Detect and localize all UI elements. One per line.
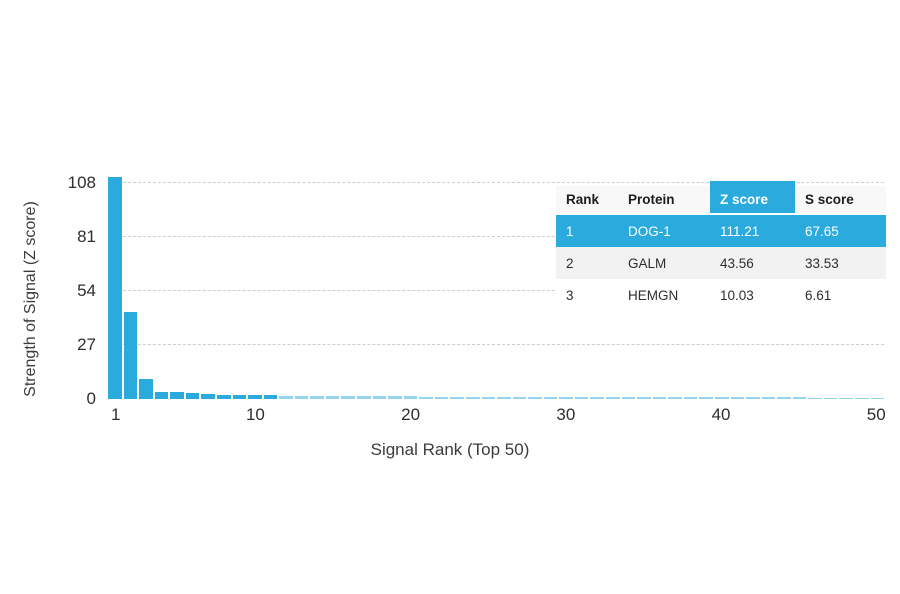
bar-rank-23	[450, 396, 464, 399]
bar-rank-12	[279, 395, 293, 399]
bar-rank-33	[606, 397, 620, 399]
x-tick-label: 40	[711, 405, 731, 424]
zscore-cell: 43.56	[710, 247, 795, 279]
rank-cell: 1	[556, 214, 618, 247]
bar-rank-46	[808, 397, 822, 399]
bar-rank-42	[746, 397, 760, 399]
bar-rank-41	[730, 397, 745, 399]
zscore-cell: 10.03	[710, 279, 795, 311]
bar-rank-44	[777, 397, 791, 399]
rank-cell: 3	[556, 279, 618, 311]
table-header-row: Rank Protein Z score S score	[556, 181, 886, 215]
bar-rank-7	[201, 394, 215, 399]
rank-cell: 2	[556, 247, 618, 279]
bar-rank-27	[512, 397, 527, 399]
bar-rank-6	[185, 392, 200, 399]
x-axis-ticks: 1 10 20 30 40 50	[108, 404, 886, 426]
bar-rank-19	[388, 396, 402, 399]
sscore-cell: 67.65	[795, 214, 886, 247]
bar-rank-37	[668, 397, 682, 399]
bar-rank-34	[621, 397, 636, 399]
x-tick-label: 10	[245, 405, 265, 424]
bar-rank-8	[216, 394, 231, 399]
bar-rank-40	[714, 397, 729, 399]
y-tick-label: 108	[67, 173, 96, 192]
protein-cell: HEMGN	[618, 279, 710, 311]
chart-plot-area	[108, 170, 885, 399]
x-axis-title: Signal Rank (Top 50)	[370, 440, 530, 459]
y-tick-label: 81	[77, 227, 96, 246]
bar-rank-49	[855, 397, 869, 399]
bar-rank-25	[481, 396, 496, 399]
bar-rank-2	[123, 311, 138, 399]
x-tick-label: 30	[556, 405, 576, 424]
table-row-3: 3 HEMGN 10.03 6.61	[556, 279, 886, 311]
x-tick-label: 1	[111, 405, 121, 424]
y-tick-label: 0	[86, 389, 96, 408]
col-header-protein: Protein	[618, 186, 710, 215]
bar-rank-11	[263, 395, 278, 399]
bar-rank-5	[170, 392, 184, 399]
col-header-zscore: Z score	[710, 181, 795, 215]
zscore-cell: 111.21	[710, 214, 795, 247]
bar-rank-21	[419, 396, 433, 399]
bar-rank-14	[310, 395, 324, 399]
bar-rank-4	[154, 391, 169, 399]
bar-rank-15	[325, 396, 340, 399]
x-tick-label: 20	[401, 405, 421, 424]
gridline-27	[108, 344, 884, 345]
y-axis-title: Strength of Signal (Z score)	[22, 201, 39, 397]
gridline-108	[108, 182, 884, 183]
bar-rank-50	[870, 397, 885, 399]
col-header-sscore: S score	[795, 186, 886, 215]
col-header-rank: Rank	[556, 186, 618, 215]
bar-rank-16	[341, 396, 355, 399]
table-row-1: 1 DOG-1 111.21 67.65	[556, 214, 886, 247]
bar-rank-17	[357, 396, 371, 399]
x-tick-label: 50	[866, 405, 886, 424]
bar-rank-1	[108, 176, 122, 399]
bar-rank-35	[637, 397, 651, 399]
protein-cell: GALM	[618, 247, 710, 279]
bar-rank-45	[792, 397, 807, 399]
gridline-54	[108, 290, 884, 291]
bar-rank-24	[465, 396, 480, 399]
bar-rank-30	[559, 397, 573, 399]
sscore-cell: 33.53	[795, 247, 886, 279]
bar-rank-28	[528, 397, 542, 399]
bar-rank-22	[434, 396, 449, 399]
bar-rank-3	[139, 378, 153, 399]
bar-rank-10	[248, 395, 262, 399]
sscore-cell: 6.61	[795, 279, 886, 311]
table-row-2: 2 GALM 43.56 33.53	[556, 247, 886, 279]
bar-rank-26	[497, 396, 511, 399]
bar-rank-38	[683, 397, 698, 399]
protein-cell: DOG-1	[618, 214, 710, 247]
bar-rank-32	[590, 397, 604, 399]
results-table: Rank Protein Z score S score 1 DOG-1 111.2…	[556, 181, 886, 311]
bar-rank-20	[403, 396, 418, 399]
bar-rank-47	[823, 397, 838, 399]
y-tick-label: 27	[77, 335, 96, 354]
y-axis-ticks: 0 27 54 81 108	[40, 170, 102, 408]
bar-series	[108, 170, 885, 399]
bar-rank-13	[294, 395, 309, 399]
bar-rank-9	[232, 394, 247, 399]
gridline-81	[108, 236, 884, 237]
bar-rank-31	[574, 397, 589, 399]
bar-rank-48	[839, 397, 853, 399]
bar-rank-43	[761, 397, 776, 399]
bar-rank-29	[543, 397, 558, 399]
table-body: 1 DOG-1 111.21 67.65 2 GALM 43.56 33.53 3 HEMGN 10…	[556, 214, 886, 311]
bar-rank-18	[372, 396, 387, 399]
y-tick-label: 54	[77, 281, 96, 300]
bar-rank-36	[652, 397, 667, 399]
bar-rank-39	[699, 397, 713, 399]
